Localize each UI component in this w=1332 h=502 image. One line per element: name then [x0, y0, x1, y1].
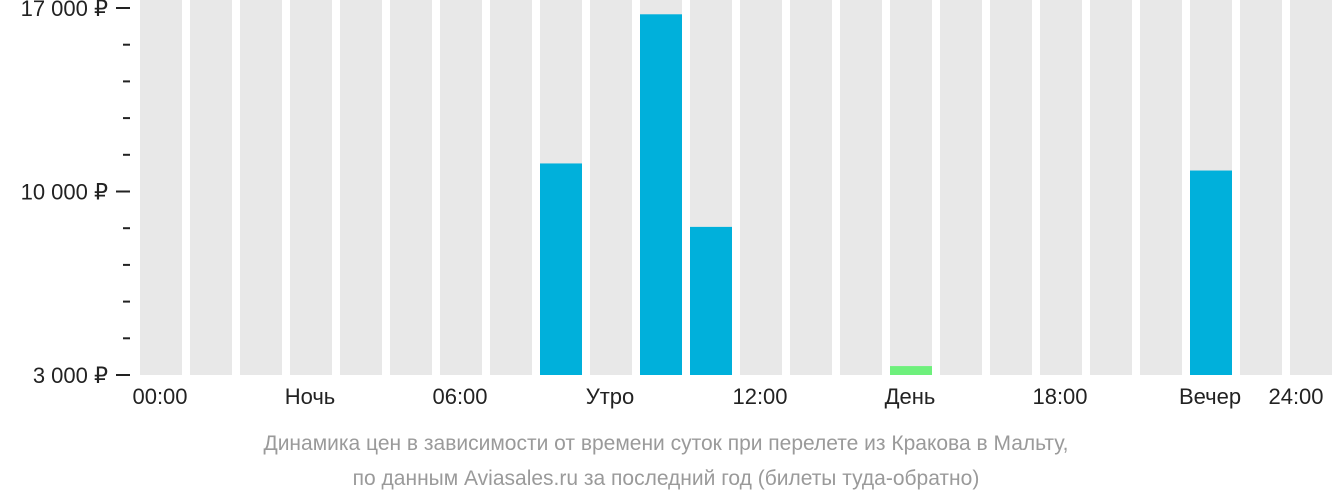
price-bar-11:00[interactable]	[690, 226, 732, 375]
chart-caption-line-2: по данным Aviasales.ru за последний год …	[352, 467, 980, 490]
y-tick-label: 3 000 ₽	[33, 363, 108, 388]
hour-slot-18:00	[1040, 0, 1082, 375]
price-by-hour-chart: 17 000 ₽ 10 000 ₽ 3 000 ₽ 00:00 Ночь 06:00 Ут…	[21, 0, 1332, 409]
hour-slot-23:00	[1290, 0, 1332, 375]
hour-slot-20:00	[1140, 0, 1182, 375]
hour-slot-00:00	[140, 0, 182, 375]
hour-slot-16:00	[940, 0, 982, 375]
x-tick-label: 00:00	[132, 384, 187, 409]
hour-slot-19:00	[1090, 0, 1132, 375]
y-axis: 17 000 ₽ 10 000 ₽ 3 000 ₽	[21, 0, 130, 388]
x-tick-label: Вечер	[1179, 384, 1241, 409]
background-bars	[140, 0, 1332, 375]
x-tick-label: День	[885, 384, 936, 409]
x-axis: 00:00 Ночь 06:00 Утро 12:00 День 18:00 Вечер 24:…	[132, 384, 1323, 409]
hour-slot-09:00	[590, 0, 632, 375]
price-bar-15:00[interactable]	[890, 366, 932, 375]
hour-slot-06:00	[440, 0, 482, 375]
x-tick-label: 06:00	[432, 384, 487, 409]
hour-slot-17:00	[990, 0, 1032, 375]
hour-slot-14:00	[840, 0, 882, 375]
x-tick-label: Утро	[586, 384, 635, 409]
x-tick-label: 18:00	[1032, 384, 1087, 409]
y-tick-label: 17 000 ₽	[21, 0, 108, 21]
price-bar-10:00[interactable]	[640, 14, 682, 375]
hour-slot-01:00	[190, 0, 232, 375]
hour-slot-13:00	[790, 0, 832, 375]
x-tick-label: 12:00	[732, 384, 787, 409]
hour-slot-03:00	[290, 0, 332, 375]
y-tick-label: 10 000 ₽	[21, 180, 108, 205]
hour-slot-05:00	[390, 0, 432, 375]
chart-caption-line-1: Динамика цен в зависимости от времени су…	[263, 432, 1069, 455]
hour-slot-12:00	[740, 0, 782, 375]
hour-slot-22:00	[1240, 0, 1282, 375]
price-bar-08:00[interactable]	[540, 163, 582, 375]
x-tick-label: 24:00	[1268, 384, 1323, 409]
hour-slot-04:00	[340, 0, 382, 375]
x-tick-label: Ночь	[285, 384, 336, 409]
hour-slot-07:00	[490, 0, 532, 375]
price-bar-21:00[interactable]	[1190, 170, 1232, 375]
hour-slot-02:00	[240, 0, 282, 375]
price-bars	[540, 14, 1232, 375]
hour-slot-15:00	[890, 0, 932, 375]
